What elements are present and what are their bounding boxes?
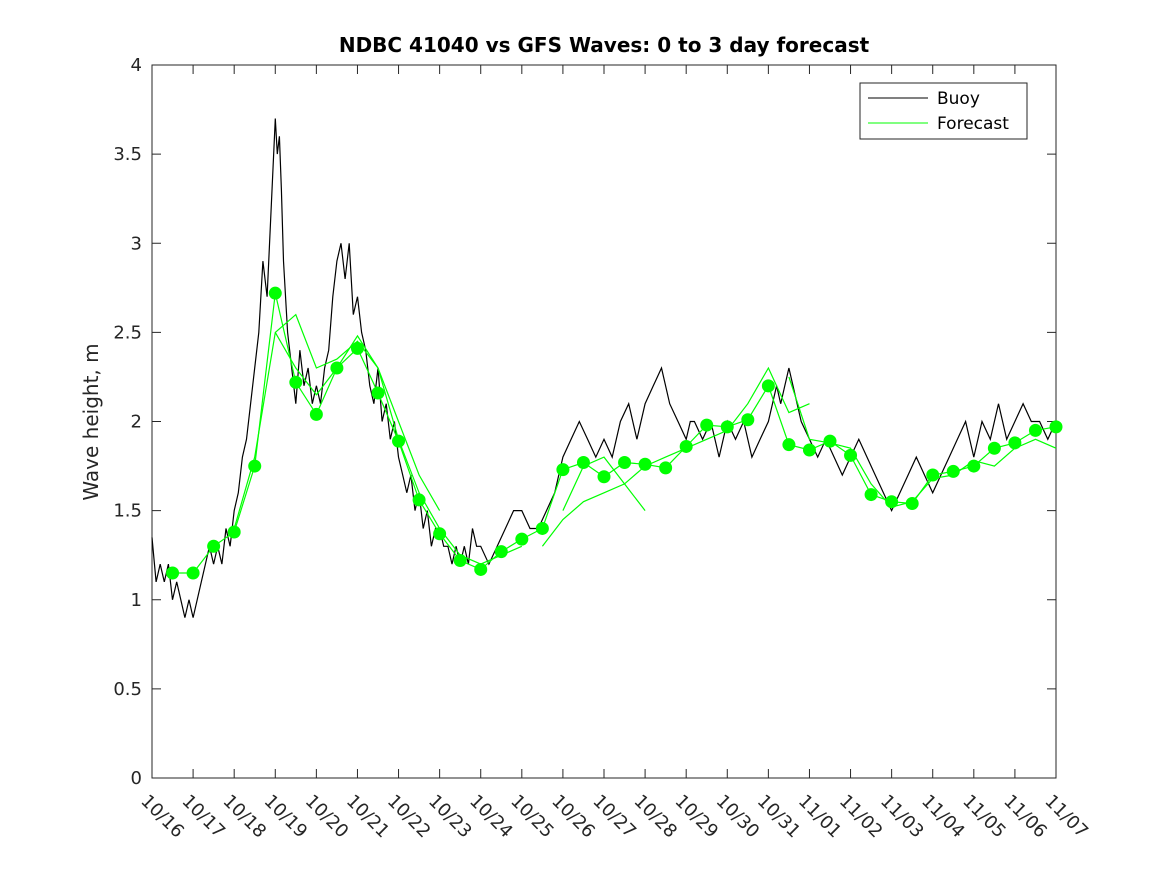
legend-buoy-label: Buoy <box>937 89 980 109</box>
forecast-point <box>741 413 755 427</box>
y-tick-label: 0 <box>131 768 142 789</box>
buoy-line <box>151 118 1057 618</box>
forecast-point <box>350 341 364 355</box>
forecast-point <box>227 525 241 539</box>
forecast-point <box>515 532 529 546</box>
forecast-point <box>166 566 180 580</box>
legend-forecast-label: Forecast <box>937 114 1009 134</box>
forecast-point <box>1028 423 1042 437</box>
forecast-point <box>987 441 1001 455</box>
forecast-point <box>761 379 775 393</box>
y-axis-label: Wave height, m <box>79 343 103 500</box>
forecast-point <box>474 562 488 576</box>
legend: Buoy Forecast <box>859 82 1028 140</box>
y-tick-label: 1.5 <box>113 501 142 522</box>
y-tick-label: 3 <box>131 233 142 254</box>
forecast-point <box>453 554 467 568</box>
forecast-point <box>844 448 858 462</box>
forecast-point <box>207 539 221 553</box>
forecast-point <box>782 438 796 452</box>
forecast-line-1 <box>233 313 441 529</box>
forecast-point <box>576 455 590 469</box>
y-tick-label: 2.5 <box>113 322 142 343</box>
forecast-point <box>926 468 940 482</box>
forecast-point <box>885 495 899 509</box>
forecast-point <box>967 459 981 473</box>
forecast-point <box>412 493 426 507</box>
y-tick-label: 4 <box>131 55 142 76</box>
y-tick-label: 0.5 <box>113 679 142 700</box>
forecast-point <box>802 443 816 457</box>
forecast-point <box>392 434 406 448</box>
forecast-point <box>946 464 960 478</box>
forecast-point <box>371 386 385 400</box>
forecast-point <box>494 545 508 559</box>
forecast-point <box>618 455 632 469</box>
forecast-point <box>905 496 919 510</box>
forecast-line-3 <box>541 366 810 547</box>
forecast-point <box>864 488 878 502</box>
forecast-point <box>823 434 837 448</box>
forecast-point <box>248 459 262 473</box>
y-tick-label: 3.5 <box>113 144 142 165</box>
forecast-point <box>330 361 344 375</box>
forecast-point <box>597 470 611 484</box>
plot-area <box>151 64 1063 779</box>
chart-title: NDBC 41040 vs GFS Waves: 0 to 3 day fore… <box>339 33 870 57</box>
forecast-point <box>679 439 693 453</box>
forecast-point <box>268 286 282 300</box>
plot-frame <box>151 64 1057 779</box>
forecast-point <box>659 461 673 475</box>
forecast-point <box>433 527 447 541</box>
forecast-point <box>1049 420 1063 434</box>
y-tick-label: 2 <box>131 412 142 433</box>
legend-box <box>859 82 1028 140</box>
forecast-point <box>556 463 570 477</box>
forecast-point <box>289 375 303 389</box>
forecast-point <box>535 521 549 535</box>
forecast-point <box>700 418 714 432</box>
forecast-point <box>638 457 652 471</box>
marker-layer <box>166 286 1063 580</box>
forecast-point <box>720 420 734 434</box>
y-tick-labels: 0 0.5 1 1.5 2 2.5 3 3.5 4 <box>113 55 142 789</box>
forecast-point <box>186 566 200 580</box>
forecast-point <box>1008 436 1022 450</box>
axis-ticks <box>151 64 1057 779</box>
forecast-line-4 <box>562 456 646 511</box>
y-tick-label: 1 <box>131 590 142 611</box>
forecast-point <box>309 407 323 421</box>
